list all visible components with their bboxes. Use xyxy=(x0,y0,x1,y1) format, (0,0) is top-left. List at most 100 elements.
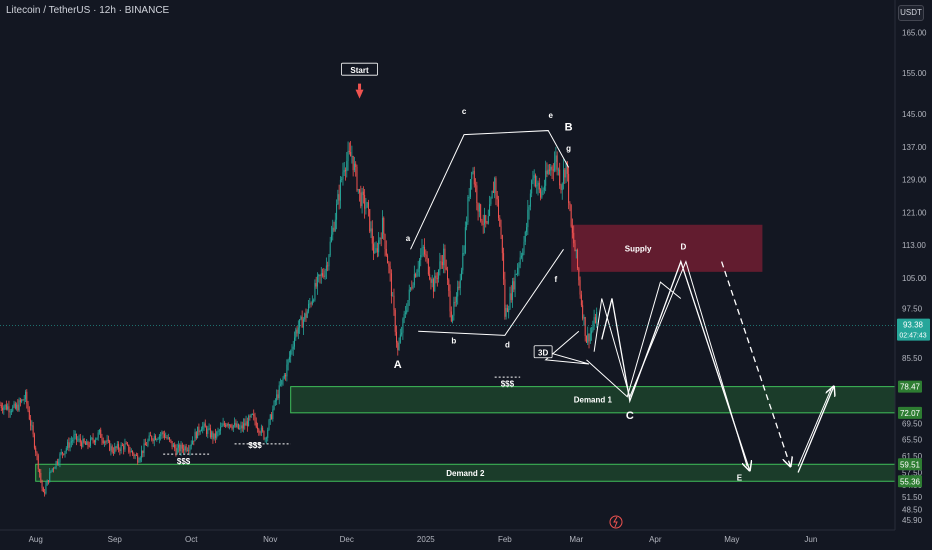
candle xyxy=(230,424,232,427)
candle xyxy=(213,433,215,439)
y-tick-label: 45.90 xyxy=(902,516,923,525)
zone-1 xyxy=(290,386,896,414)
candle xyxy=(116,444,118,448)
candle xyxy=(193,440,195,442)
candle xyxy=(323,275,325,277)
candle xyxy=(448,279,450,291)
candle xyxy=(311,300,313,305)
candle xyxy=(449,290,451,312)
wave-label: d xyxy=(505,341,510,350)
candle xyxy=(551,166,553,170)
candle xyxy=(459,279,461,289)
candle xyxy=(241,425,243,429)
y-tick-label: 61.50 xyxy=(902,452,923,461)
candle xyxy=(235,422,237,428)
candle xyxy=(365,207,367,209)
candle xyxy=(369,209,371,232)
candle xyxy=(596,312,598,324)
wave-line xyxy=(418,249,564,336)
candle xyxy=(255,421,257,428)
candle xyxy=(477,203,479,212)
candle xyxy=(101,437,103,441)
candle xyxy=(555,155,557,163)
candle xyxy=(410,287,412,290)
candle xyxy=(458,286,460,289)
price-tag xyxy=(898,380,922,393)
candle xyxy=(87,441,89,446)
candle xyxy=(144,443,146,446)
candle xyxy=(416,272,418,277)
candle xyxy=(392,295,394,297)
candle xyxy=(309,303,311,305)
candle xyxy=(452,315,454,322)
candle xyxy=(143,443,145,453)
candle xyxy=(431,279,433,283)
zone-0 xyxy=(571,224,763,272)
candle xyxy=(580,294,582,306)
y-tick-label: 65.50 xyxy=(902,436,923,445)
lightning-icon[interactable] xyxy=(609,515,623,529)
currency-button[interactable]: USDT xyxy=(898,5,924,21)
candle xyxy=(482,223,484,225)
y-tick-label: 69.50 xyxy=(902,419,923,428)
candle xyxy=(202,426,204,430)
candle xyxy=(51,468,53,471)
candle xyxy=(84,442,86,445)
candle xyxy=(128,444,130,452)
wave-label: g xyxy=(566,144,571,153)
candle xyxy=(480,204,482,221)
candle xyxy=(30,419,32,426)
candle xyxy=(227,423,229,426)
candle xyxy=(370,228,372,232)
candle xyxy=(132,450,134,454)
candle xyxy=(65,448,67,451)
candle xyxy=(24,391,26,400)
candle xyxy=(463,252,465,254)
candle xyxy=(308,303,310,312)
candle xyxy=(373,243,375,254)
candle xyxy=(487,216,489,224)
candle xyxy=(86,441,88,445)
wave-label: e xyxy=(549,111,554,120)
candle xyxy=(250,414,252,417)
candle xyxy=(177,444,179,448)
candle xyxy=(347,150,349,162)
candle xyxy=(283,374,285,379)
candle xyxy=(518,264,520,268)
candle xyxy=(129,451,131,453)
candle xyxy=(169,437,171,440)
candle xyxy=(33,434,35,448)
candle xyxy=(582,305,584,319)
candle xyxy=(74,433,76,435)
candle xyxy=(573,232,575,244)
candle xyxy=(589,333,591,342)
candle xyxy=(226,423,228,427)
candle xyxy=(464,227,466,253)
candle xyxy=(72,440,74,442)
candle xyxy=(316,276,318,287)
candle xyxy=(59,454,61,463)
candle xyxy=(211,432,213,438)
x-tick-label: May xyxy=(724,535,739,544)
candle xyxy=(216,431,218,438)
candle xyxy=(346,161,348,172)
candle xyxy=(550,166,552,171)
candle xyxy=(50,470,52,472)
candle xyxy=(390,273,392,297)
candle xyxy=(287,359,289,365)
candle xyxy=(56,461,58,464)
price-tag-label: 72.07 xyxy=(900,409,921,418)
candle xyxy=(105,441,107,443)
candle xyxy=(483,215,485,225)
wave-label: Start xyxy=(350,66,369,75)
candle xyxy=(0,404,1,406)
candle xyxy=(337,194,339,205)
candle xyxy=(508,309,510,313)
candle xyxy=(232,425,234,429)
candle xyxy=(546,170,548,174)
candle xyxy=(475,184,477,186)
candle xyxy=(254,415,256,422)
candle xyxy=(114,446,116,453)
start-arrow-icon xyxy=(355,89,364,99)
